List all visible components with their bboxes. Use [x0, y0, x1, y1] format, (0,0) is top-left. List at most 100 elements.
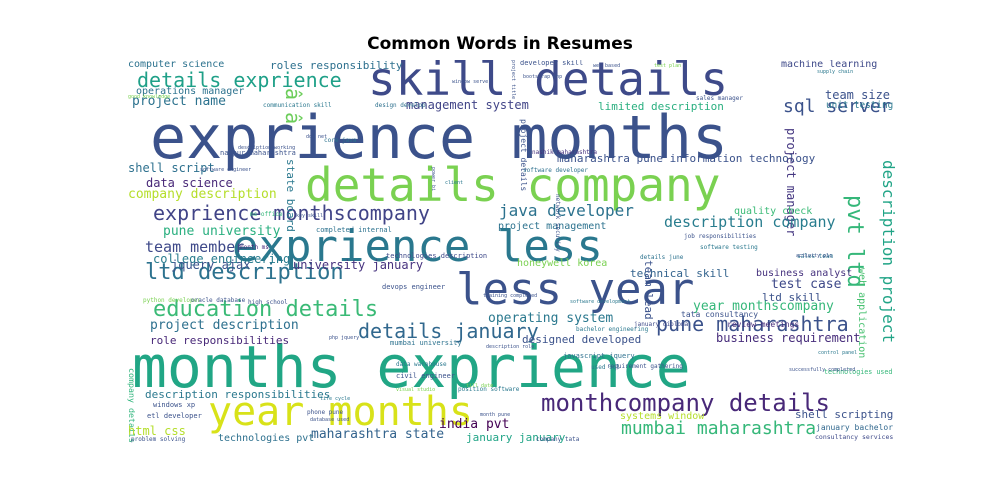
word-mumbai-university: mumbai university [390, 339, 462, 347]
word-designed-developed: designed developed [522, 333, 642, 346]
word-software-developer: software developer [523, 167, 589, 174]
word-mumbai-maharashtra: mumbai maharashtra [621, 418, 817, 439]
word-etl-developer: etl developer [147, 412, 202, 420]
word-team-member: team member [145, 238, 245, 256]
word-exprience-months: exprience months [150, 103, 728, 173]
word-power-bi: power bi [430, 167, 436, 192]
word-january-january: january january [466, 431, 566, 444]
word-completed-internal: completed internal [316, 226, 392, 234]
word-details-company: details company [305, 158, 721, 212]
word-tata-consultancy: tata consultancy [681, 310, 759, 319]
word-maharashtra-pune-information-technology: maharashtra pune information technology [557, 152, 816, 165]
word-india-pvt: india pvt [439, 417, 510, 432]
word-devops-engineer: devops engineer [382, 283, 446, 291]
word-pune-university: pune university [163, 224, 281, 239]
word-year-months: year months [208, 389, 473, 435]
word-business-analyst: business analyst [756, 268, 853, 279]
word-college-engineering: college engineering [153, 252, 291, 266]
word-java-developer: java developer [499, 201, 634, 220]
word-operations-manager: operations manager [136, 86, 245, 97]
word-machine-learning: machine learning [781, 60, 878, 70]
word-maharashtra-state: maharashtra state [311, 427, 445, 442]
word-window-server: window server [452, 79, 492, 85]
word-oracle-database: oracle database [191, 297, 246, 304]
word-team-size: team size [825, 88, 891, 102]
word-monthcompany-details: monthcompany details [541, 389, 830, 417]
word-nagpur-maharashtra: nagpur maharashtra [220, 149, 296, 157]
word-data-science: data science [146, 176, 233, 190]
word-description-responsibilities: description responsibilities [145, 388, 331, 401]
word-shell-script: shell script [128, 161, 215, 175]
word-technical-skill: technical skill [630, 267, 730, 280]
word-design-develop: design develop [375, 102, 426, 109]
word-business-requirement: business requirement [716, 331, 861, 345]
word-requirement-gathering: requirement gathering [607, 363, 683, 370]
word-high-school: high school [248, 299, 288, 306]
word-description-company: description company [664, 213, 836, 231]
word-ltd-description: ltd description [145, 260, 344, 285]
word-systems-window: systems window [620, 411, 705, 422]
word-jquery-ajax: jquery ajax [171, 258, 251, 272]
word-dot-net: dot net [306, 134, 328, 140]
word-cloud: exprience months months exprience details … [125, 60, 895, 445]
word-exprience-monthscompany: exprience monthscompany [153, 201, 430, 225]
word-company-description: company description [128, 187, 277, 202]
word-exprience-less: exprience less [232, 221, 603, 272]
word-consultancy-services: consultancy services [815, 433, 894, 441]
word-software-testing: software testing [700, 244, 758, 251]
word-developer-skill: developer skill [520, 60, 584, 67]
word-test-plan: test plan [654, 63, 682, 69]
word-month-pune: month pune [480, 412, 511, 418]
word-months-exprience: months exprience [132, 333, 691, 401]
word-bachelor-engineering: bachelor engineering [576, 326, 649, 333]
word-network-security: network security [554, 194, 561, 252]
word-description-role: description role [486, 344, 535, 350]
word-supply-chain: supply chain [817, 69, 854, 75]
word-role-responsibilities: role responsibilities [150, 334, 290, 347]
word-limited-description: limited description [598, 100, 724, 113]
word-html-css: html css [128, 424, 186, 438]
word-review-meetings: review meetings [727, 320, 800, 329]
word-good-knowledge: good knowledge [128, 94, 171, 100]
word-shell-scripting: shell scripting [795, 408, 894, 421]
word-life-cycle: life cycle [320, 396, 351, 402]
word-details-exprience: details exprience [137, 68, 342, 92]
word-sales-manager: sales manager [696, 95, 743, 102]
word-honeywell-korea: honeywell korea [517, 258, 608, 269]
word-database-used: database used [310, 417, 350, 423]
word-python-developer: python developer [143, 297, 201, 304]
word-windows-xp: windows xp [153, 401, 196, 409]
word-pune-maharashtra: pune maharashtra [656, 312, 849, 336]
word-training-completed: training completed [483, 293, 538, 299]
word-software-development: software development [570, 299, 631, 305]
word-ms-office: ms office [250, 211, 283, 218]
word-quality-check: quality check [734, 206, 813, 217]
word-project-name: project name [132, 94, 226, 109]
word-month-ms: month ms [240, 244, 269, 251]
word-operating-system: operating system [488, 311, 614, 326]
word-state-board: state board [284, 159, 297, 232]
word-problem-solving: problem solving [131, 436, 186, 443]
word-skill-details: skill details [368, 60, 729, 106]
word-company-tata: company tata [536, 436, 580, 443]
word-roles-responsibility: roles responsibility [270, 60, 403, 72]
word-details-january: details january [358, 319, 539, 343]
word-key-skill: key skill [296, 213, 324, 219]
word-control-panel: control panel [818, 350, 858, 356]
word-project-title: project title [510, 60, 516, 100]
word-activity-plc: activity plc [796, 253, 833, 259]
word-bootstrap-php: bootstrap php [523, 74, 563, 80]
word-till-date: till date [466, 383, 494, 389]
word-visual-studio: visual studio [396, 387, 436, 393]
word-january-diploma: january diploma [634, 321, 689, 328]
word-technologies-used: technologies used [824, 368, 893, 376]
word-unit-testing: unit testing [826, 100, 894, 111]
word-sql-server: sql server [783, 96, 892, 117]
word-client: client [445, 180, 464, 186]
word-software-engineer: software engineer [200, 167, 252, 173]
word-description-project: description project [879, 160, 895, 344]
word-project-description: project description [150, 318, 299, 333]
word-test-case: test case [771, 277, 842, 292]
word-sales-team: sales team [797, 253, 834, 260]
word-civil-engineer: civil engineer [396, 372, 456, 380]
